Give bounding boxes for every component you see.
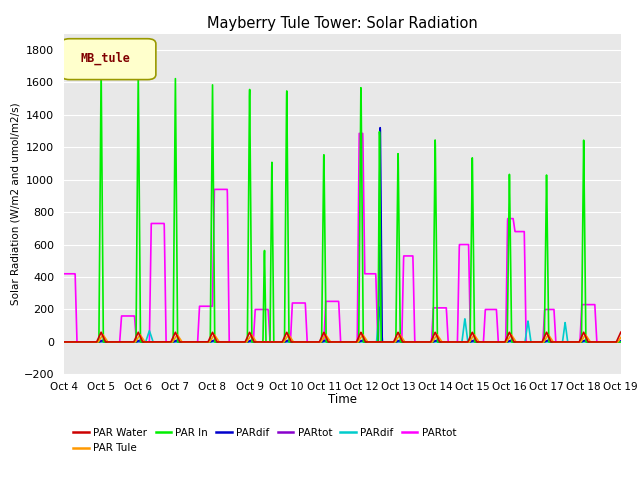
- Title: Mayberry Tule Tower: Solar Radiation: Mayberry Tule Tower: Solar Radiation: [207, 16, 478, 31]
- Y-axis label: Solar Radiation (W/m2 and umol/m2/s): Solar Radiation (W/m2 and umol/m2/s): [11, 103, 21, 305]
- FancyBboxPatch shape: [61, 39, 156, 80]
- Legend: PAR Water, PAR Tule, PAR In, PARdif, PARtot, PARdif, PARtot: PAR Water, PAR Tule, PAR In, PARdif, PAR…: [69, 424, 460, 457]
- X-axis label: Time: Time: [328, 394, 357, 407]
- Text: MB_tule: MB_tule: [81, 52, 131, 65]
